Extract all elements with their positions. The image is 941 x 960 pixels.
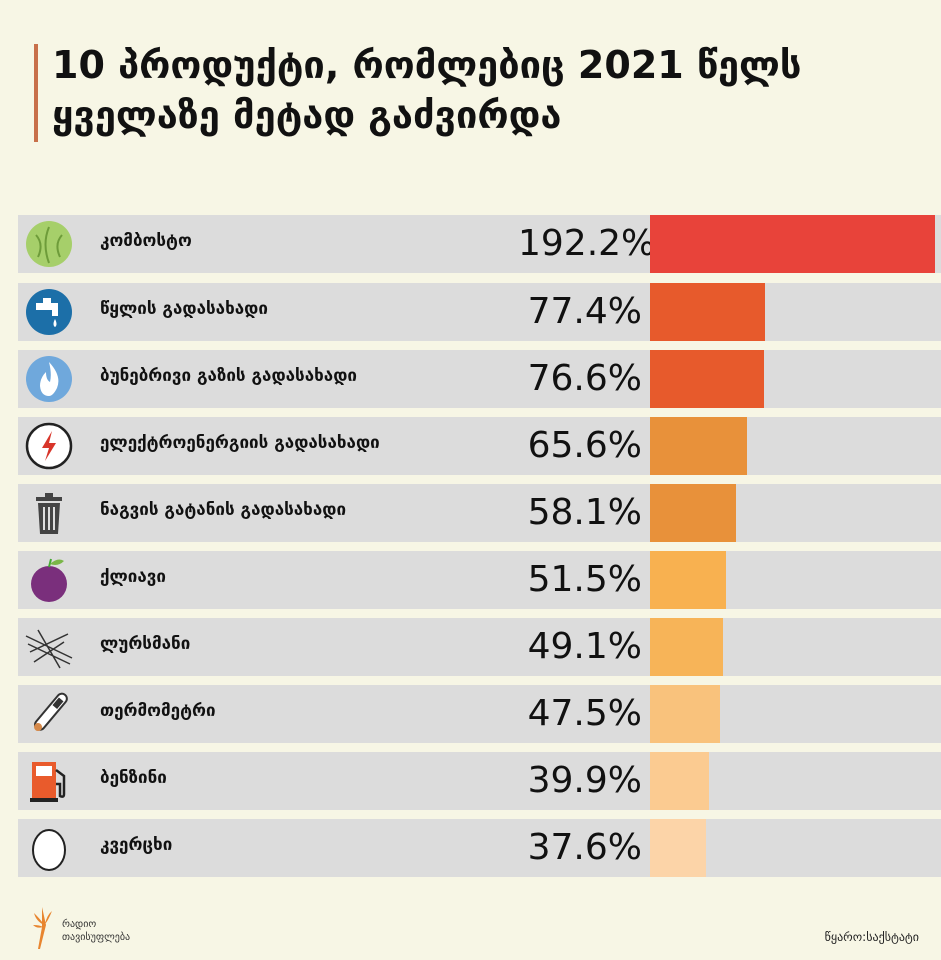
chart-row: ბენზინი 39.9%	[18, 752, 941, 810]
data-label: 49.1%	[527, 626, 642, 667]
chart-row: თერმომეტრი 47.5%	[18, 685, 941, 743]
category-label: ლურსმანი	[100, 634, 191, 654]
category-label: ბუნებრივი გაზის გადასახადი	[100, 366, 357, 386]
thermometer-icon	[34, 692, 68, 732]
data-label: 51.5%	[527, 559, 642, 600]
radio-liberty-logo	[33, 907, 52, 949]
bar	[650, 752, 710, 810]
bar	[650, 819, 706, 877]
category-label: ელექტროენერგიის გადასახადი	[100, 433, 380, 453]
data-label: 37.6%	[527, 827, 642, 868]
cabbage-icon	[26, 221, 72, 267]
bar	[650, 618, 723, 676]
data-label: 76.6%	[527, 358, 642, 399]
plum-icon	[31, 558, 67, 602]
category-label: ბენზინი	[100, 768, 167, 788]
chart-row: ბუნებრივი გაზის გადასახადი 76.6%	[18, 350, 941, 408]
electricity-icon	[25, 422, 73, 470]
data-label: 39.9%	[527, 760, 642, 801]
nails-icon	[25, 629, 73, 669]
chart-row: კომბოსტო 192.2%	[18, 215, 941, 273]
bar	[650, 417, 748, 475]
category-label: ქლიავი	[100, 567, 166, 587]
trash-can-icon	[36, 493, 62, 534]
fuel-pump-icon	[30, 762, 66, 802]
category-label: წყლის გადასახადი	[100, 299, 268, 319]
category-label: კვერცხი	[100, 835, 173, 855]
chart-row: წყლის გადასახადი 77.4%	[18, 283, 941, 341]
logo-line2: თავისუფლება	[62, 932, 131, 943]
bar	[650, 215, 935, 273]
data-label: 77.4%	[527, 291, 642, 332]
category-label: ნაგვის გატანის გადასახადი	[100, 500, 347, 520]
chart-row: კვერცხი 37.6%	[18, 819, 941, 877]
bar	[650, 551, 727, 609]
bar	[650, 685, 721, 743]
category-label: კომბოსტო	[100, 231, 192, 251]
data-label: 58.1%	[527, 492, 642, 533]
bar	[650, 484, 737, 542]
chart-row: ელექტროენერგიის გადასახადი 65.6%	[18, 417, 941, 475]
chart-row: ქლიავი 51.5%	[18, 551, 941, 609]
egg-icon	[32, 829, 66, 871]
gas-flame-icon	[26, 356, 72, 402]
data-label: 47.5%	[527, 693, 642, 734]
water-tap-icon	[26, 289, 72, 335]
title-accent	[34, 44, 38, 142]
bar	[650, 283, 765, 341]
chart-title: 10 პროდუქტი, რომლებიც 2021 წელს ყველაზე …	[52, 43, 802, 137]
logo-text: რადიო თავისუფლება	[62, 918, 130, 944]
source-note: წყარო:საქსტატი	[824, 930, 919, 944]
category-label: თერმომეტრი	[100, 701, 216, 721]
data-label: 192.2%	[518, 223, 656, 264]
chart-row: ნაგვის გატანის გადასახადი 58.1%	[18, 484, 941, 542]
logo-line1: რადიო	[62, 919, 97, 930]
bar	[650, 350, 764, 408]
chart-row: ლურსმანი 49.1%	[18, 618, 941, 676]
data-label: 65.6%	[527, 425, 642, 466]
